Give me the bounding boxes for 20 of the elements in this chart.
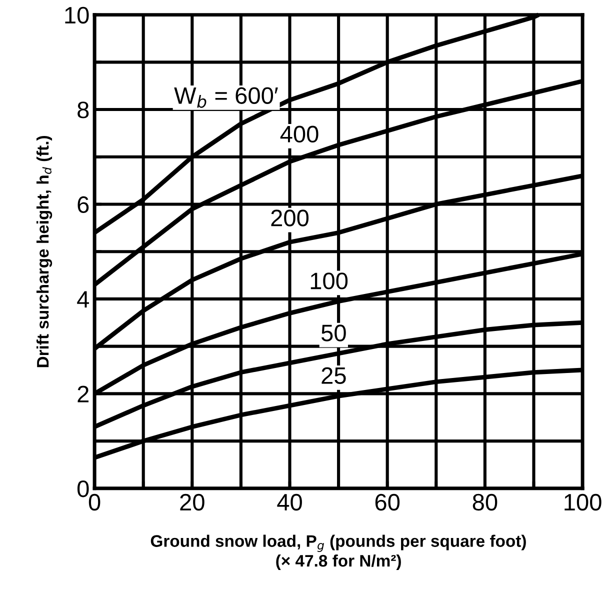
x-tick-label: 20 — [180, 494, 204, 511]
y-tick-label: 8 — [78, 102, 89, 118]
y-axis-title: Drift surcharge height, h$_{d}$ (ft.) — [36, 136, 52, 368]
y-tick-label: 10 — [65, 6, 89, 24]
x-tick-label: 80 — [472, 494, 498, 511]
series-label: 25 — [322, 367, 346, 384]
x-tick-label: 0 — [88, 494, 100, 511]
y-tick-label: 2 — [78, 386, 89, 402]
y-tick-label: 6 — [78, 196, 89, 214]
y-tick-label: 4 — [77, 291, 89, 308]
x-axis-title: Ground snow load, P$_{g}$ (pounds per square foot) (× 47.8 for N/m²) — [150, 534, 526, 570]
series-label: W$_{b}$ = 600′ — [174, 87, 278, 108]
series-label: 200 — [271, 210, 309, 226]
series-label: 100 — [310, 272, 348, 290]
x-tick-label: 60 — [375, 494, 400, 511]
x-tick-label: 40 — [277, 494, 302, 511]
y-tick-label: 0 — [77, 480, 89, 498]
x-tick-label: 100 — [564, 494, 602, 511]
series-label: 400 — [280, 126, 318, 143]
series-label: 50 — [321, 324, 346, 342]
